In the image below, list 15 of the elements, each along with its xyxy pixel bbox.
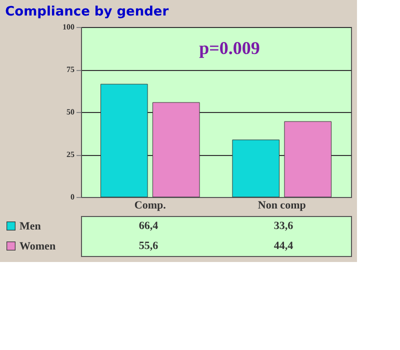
y-tick-label: 25 <box>66 150 74 159</box>
annotation: p=0.009 <box>199 38 260 58</box>
y-tick-label: 75 <box>66 65 74 74</box>
legend-label: Women <box>20 240 56 252</box>
y-tick-label: 100 <box>62 22 74 32</box>
data-label: 55,6 <box>138 240 159 252</box>
x-tick-label: Comp. <box>134 200 166 212</box>
x-tick-label: Non comp <box>258 200 306 212</box>
data-label: 33,6 <box>274 220 294 232</box>
y-tick-label: 0 <box>70 192 74 202</box>
chart-title: Compliance by gender <box>5 4 170 20</box>
y-tick-label: 50 <box>66 108 74 116</box>
data-label: 44,4 <box>274 240 294 252</box>
legend-label: Men <box>20 220 41 232</box>
data-label: 66,4 <box>138 220 159 232</box>
